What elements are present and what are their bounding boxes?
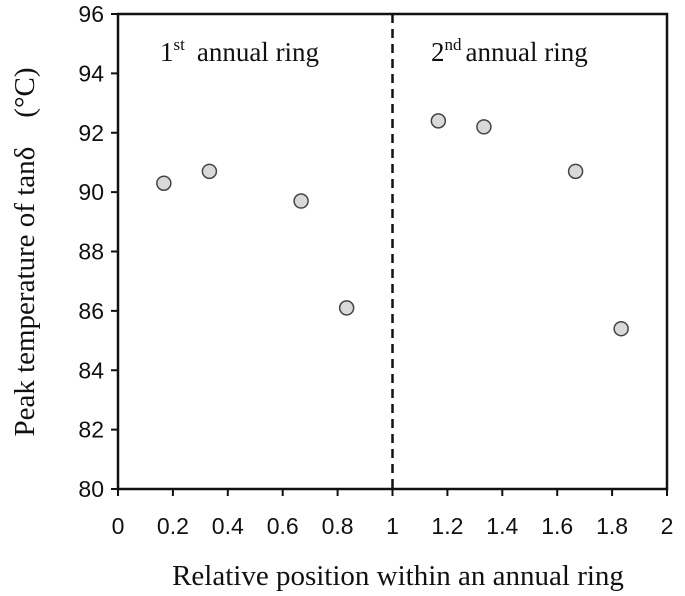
- y-tick-label: 90: [78, 179, 104, 205]
- y-tick-label: 94: [78, 60, 104, 86]
- y-tick-label: 82: [78, 417, 104, 443]
- data-point: [201, 163, 218, 180]
- data-point: [613, 320, 629, 337]
- annotation-second-ring-text: annual ring: [466, 37, 588, 67]
- annotation-first-ring: 1st annual ring: [160, 35, 319, 67]
- x-tick-label: 1: [386, 513, 399, 539]
- x-axis-title: Relative position within an annual ring: [172, 560, 624, 592]
- y-tick-label: 92: [78, 120, 104, 146]
- plot-frame: [116, 12, 669, 491]
- data-points: [156, 113, 629, 337]
- x-tick-label: 0.2: [157, 513, 189, 539]
- data-point: [567, 163, 584, 180]
- data-point: [338, 300, 355, 316]
- y-tick-label: 88: [78, 239, 104, 265]
- y-axis-ticks: 80 82 84 86 88 90 92 94 96: [78, 1, 118, 502]
- annotation-first-ring-number: 1: [160, 37, 174, 67]
- x-tick-label: 2: [661, 513, 674, 539]
- data-point: [156, 175, 172, 191]
- data-point: [476, 119, 492, 135]
- x-tick-label: 0: [112, 513, 125, 539]
- annotation-second-ring-sup: nd: [445, 35, 463, 54]
- x-tick-label: 1.6: [541, 513, 573, 539]
- data-point: [430, 113, 447, 129]
- x-tick-label: 1.4: [486, 513, 518, 539]
- x-axis-ticks: 0 0.2 0.4 0.6 0.8 1 1.2 1.4 1.6 1.8 2: [112, 489, 674, 539]
- y-tick-label: 80: [78, 476, 104, 502]
- annotation-first-ring-text: annual ring: [197, 37, 319, 67]
- x-tick-label: 0.4: [212, 513, 244, 539]
- y-tick-label: 84: [78, 357, 104, 383]
- x-tick-label: 1.2: [431, 513, 463, 539]
- data-point: [293, 193, 309, 209]
- annotation-second-ring-number: 2: [431, 37, 445, 67]
- annotation-second-ring: 2nd annual ring: [431, 35, 588, 67]
- y-tick-label: 96: [78, 1, 104, 27]
- y-axis-title: Peak temperature of tanδ (°C): [9, 67, 41, 436]
- y-tick-label: 86: [78, 298, 104, 324]
- x-tick-label: 1.8: [596, 513, 628, 539]
- x-tick-label: 0.8: [322, 513, 354, 539]
- annotation-first-ring-sup: st: [174, 35, 186, 54]
- x-tick-label: 0.6: [267, 513, 299, 539]
